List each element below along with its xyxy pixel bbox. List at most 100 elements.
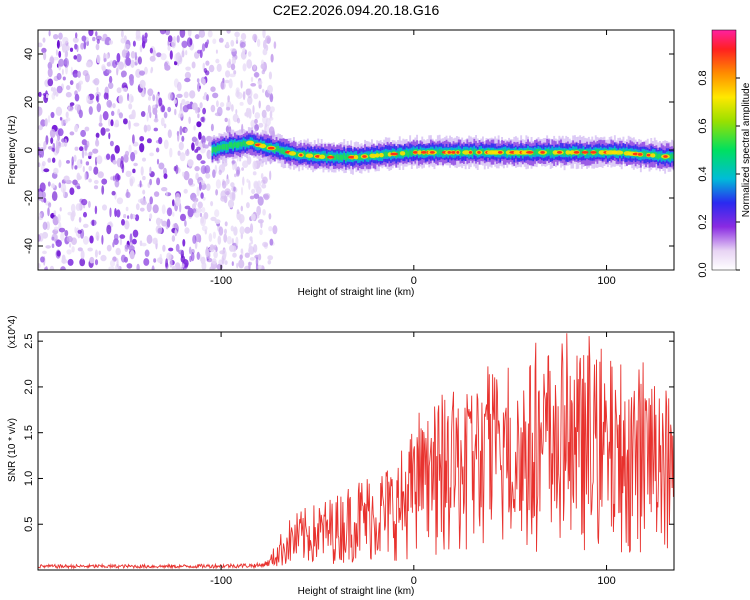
noise-blob [56,72,62,81]
noise-blob [236,117,241,124]
signal-peak [556,151,563,154]
signal-core [245,140,255,145]
noise-blob [242,63,247,72]
noise-blob [61,43,67,53]
noise-blob [130,213,133,220]
noise-blob [51,243,55,249]
noise-blob [242,91,246,101]
noise-blob [173,99,177,104]
noise-blob [132,134,135,144]
noise-blob [260,63,265,69]
signal-band [405,150,408,156]
noise-blob [116,209,121,218]
noise-blob [133,150,138,155]
noise-blob [96,54,101,64]
signal-band [242,140,245,146]
noise-blob [128,103,133,110]
noise-blob [246,202,250,209]
noise-blob [167,106,172,113]
noise-blob [40,119,46,127]
signal-band [277,146,280,152]
noise-blob [93,78,100,86]
noise-blob [77,175,82,181]
noise-blob [197,82,201,92]
noise-blob [115,247,121,256]
noise-blob [149,178,153,186]
noise-blob [241,167,245,171]
noise-blob [67,104,71,111]
signal-peak [447,151,452,154]
noise-blob [56,250,61,257]
signal-band [253,140,255,147]
noise-blob [71,156,74,166]
noise-blob [249,257,255,261]
noise-blob [187,30,192,37]
signal-peak [429,151,435,154]
noise-blob [77,247,83,252]
signal-band [672,154,674,160]
signal-peak [420,151,427,154]
noise-blob [196,153,202,161]
noise-blob [55,239,62,247]
noise-blob [139,180,142,188]
noise-blob [231,160,236,164]
noise-blob [139,207,145,212]
noise-blob [153,258,157,263]
signal-peak [526,151,534,154]
noise-blob [38,106,43,116]
noise-blob [248,242,252,250]
signal-band [339,154,342,160]
noise-blob [101,185,105,195]
noise-blob [122,87,128,92]
noise-blob [184,71,191,79]
snr-x-ticks: -100 0 100 [210,332,616,587]
signal-peak [468,151,473,154]
noise-blob [191,102,198,111]
noise-blob [209,266,215,270]
noise-blob [235,109,238,115]
noise-blob [86,95,91,104]
noise-blob [199,212,203,218]
noise-blob [200,216,205,224]
signal-band [587,150,590,156]
signal-band [213,146,216,152]
noise-blob [189,38,193,46]
signal-peak [573,151,580,154]
noise-blob [173,222,178,229]
noise-blob [65,50,69,58]
noise-blob [250,76,254,83]
noise-blob [73,154,77,162]
noise-blob [109,260,116,267]
colorbar-tick-label: 0.2 [697,214,709,229]
noise-blob [184,128,188,133]
noise-blob [249,223,254,234]
noise-blob [162,244,166,252]
noise-blob [252,171,257,176]
noise-blob [227,118,231,128]
noise-blob [240,41,246,48]
noise-blob [196,186,200,197]
noise-blob [45,94,49,99]
noise-blob [53,226,59,231]
noise-blob [181,40,188,48]
signal-band [282,148,285,154]
noise-blob [194,34,200,40]
noise-blob [95,132,100,138]
noise-blob [189,90,196,99]
noise-blob [94,249,98,258]
noise-blob [74,125,79,133]
noise-blob [249,236,253,242]
colorbar-tick-label: 0.8 [697,70,709,85]
noise-blob [55,106,63,117]
noise-blob [226,30,231,34]
noise-blob [268,213,272,220]
noise-blob [135,203,140,211]
noise-blob [61,138,66,143]
noise-blob [120,70,127,78]
noise-blob [156,158,160,165]
noise-blob [247,88,253,99]
noise-blob [175,164,179,175]
noise-blob [197,113,200,119]
snr-ytick-label: 0.5 [23,517,35,532]
noise-blob [212,38,217,45]
